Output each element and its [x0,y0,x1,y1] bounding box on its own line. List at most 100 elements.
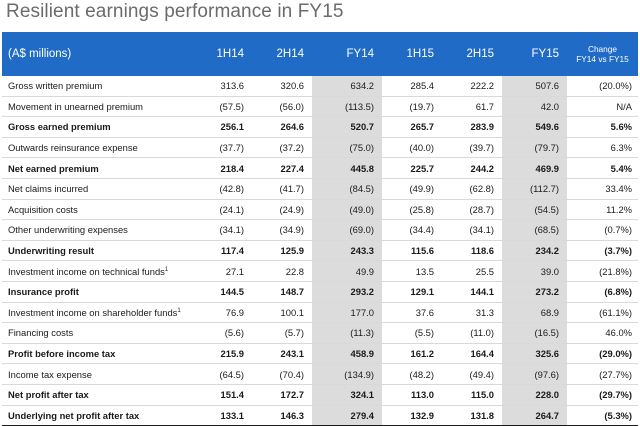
row-label: Profit before income tax [2,342,192,365]
table-row: Net earned premium 218.4 227.4 445.8 225.7 24… [2,157,638,179]
cell-2h14: 264.6 [252,116,312,138]
cell-fy15: 273.2 [502,280,567,303]
cell-fy15: (16.5) [502,322,567,344]
cell-1h15: (25.8) [382,199,442,221]
table-row: Financing costs (5.6) (5.7) (11.3) (5.5) (11.… [2,322,638,344]
cell-2h15: (34.1) [442,219,502,241]
cell-1h15: (49.9) [382,178,442,200]
cell-1h15: 115.6 [382,239,442,262]
table-row: Net profit after tax 151.4 172.7 324.1 113.0… [2,383,638,406]
cell-change: (3.7%) [567,239,638,262]
cell-1h15: 132.9 [382,404,442,426]
cell-2h15: 118.6 [442,239,502,262]
cell-change: (29.7%) [567,383,638,406]
cell-change: 11.2% [567,199,638,221]
row-label-text: Underwriting result [8,245,94,257]
column-header-1h14: 1H14 [192,32,252,76]
cell-2h14: 100.1 [252,302,312,324]
row-label-text: Investment income on technical funds [8,265,165,277]
table-row: Movement in unearned premium (57.5) (56.0)… [2,96,638,118]
cell-1h15: (34.4) [382,219,442,241]
cell-2h14: 243.1 [252,342,312,365]
row-label: Acquisition costs [2,199,192,221]
row-label-text: Net profit after tax [8,389,89,401]
row-label-text: Other underwriting expenses [8,224,128,236]
table-row: Outwards reinsurance expense (37.7) (37.2)… [2,137,638,159]
cell-2h15: 283.9 [442,116,502,138]
cell-fy14: 458.9 [312,342,382,365]
cell-1h14: 256.1 [192,116,252,138]
cell-change: (29.0%) [567,342,638,365]
cell-2h15: 144.1 [442,280,502,303]
cell-2h15: (28.7) [442,199,502,221]
table-row: Income tax expense (64.5) (70.4) (134.9) (48… [2,363,638,385]
cell-1h14: 218.4 [192,157,252,179]
cell-1h14: 313.6 [192,76,252,97]
table-row: Gross earned premium 256.1 264.6 520.7 265.7… [2,116,638,138]
row-label: Gross earned premium [2,116,192,138]
column-header-label: (A$ millions) [2,32,192,76]
cell-2h14: 172.7 [252,383,312,406]
cell-2h14: 320.6 [252,76,312,97]
row-label: Other underwriting expenses [2,219,192,241]
table-row: Other underwriting expenses (34.1) (34.9)(… [2,219,638,241]
cell-2h15: (11.0) [442,322,502,344]
cell-1h14: 117.4 [192,239,252,262]
cell-2h15: 164.4 [442,342,502,365]
cell-1h15: 265.7 [382,116,442,138]
cell-change: 6.3% [567,137,638,159]
row-label: Income tax expense [2,363,192,385]
cell-fy15: 228.0 [502,383,567,406]
row-label-text: Underlying net profit after tax [8,409,140,421]
cell-2h14: (41.7) [252,178,312,200]
row-label: Movement in unearned premium [2,96,192,118]
cell-1h15: 113.0 [382,383,442,406]
cell-change: (0.7%) [567,219,638,241]
row-label-text: Gross earned premium [8,121,111,133]
cell-fy14: (49.0) [312,199,382,221]
row-label: Net claims incurred [2,178,192,200]
table-header-row: (A$ millions) 1H14 2H14 FY14 1H15 2H15 F… [2,32,638,76]
row-label: Net profit after tax [2,383,192,406]
footnote-marker: 1 [177,307,181,314]
cell-fy15: (68.5) [502,219,567,241]
cell-2h14: 125.9 [252,239,312,262]
cell-1h14: (34.1) [192,219,252,241]
cell-fy14: (75.0) [312,137,382,159]
cell-fy14: (113.5) [312,96,382,118]
cell-change: (5.3%) [567,404,638,426]
table-row: Acquisition costs (24.1) (24.9) (49.0) (25.8… [2,199,638,221]
cell-1h14: (57.5) [192,96,252,118]
table-row: Investment income on shareholder funds1 7… [2,302,638,324]
cell-2h14: 22.8 [252,260,312,282]
cell-change: (6.8%) [567,280,638,303]
column-header-1h15: 1H15 [382,32,442,76]
cell-fy15: (112.7) [502,178,567,200]
cell-fy15: 68.9 [502,302,567,324]
cell-fy14: 520.7 [312,116,382,138]
table-row: Insurance profit 144.5 148.7 293.2 129.1 144.… [2,280,638,303]
cell-1h15: (19.7) [382,96,442,118]
cell-fy15: (79.7) [502,137,567,159]
cell-2h15: 222.2 [442,76,502,97]
cell-2h15: 244.2 [442,157,502,179]
cell-2h14: (37.2) [252,137,312,159]
cell-2h15: 25.5 [442,260,502,282]
cell-change: (61.1%) [567,302,638,324]
cell-fy15: 507.6 [502,76,567,97]
cell-2h14: 227.4 [252,157,312,179]
table-row: Underwriting result 117.4 125.9 243.3 115.6 1… [2,239,638,262]
cell-fy14: 445.8 [312,157,382,179]
cell-1h14: 27.1 [192,260,252,282]
cell-fy14: 243.3 [312,239,382,262]
row-label: Investment income on shareholder funds1 [2,302,192,324]
cell-1h14: 215.9 [192,342,252,365]
cell-2h14: 146.3 [252,404,312,426]
cell-1h15: 285.4 [382,76,442,97]
row-label-text: Outwards reinsurance expense [8,142,138,154]
row-label: Investment income on technical funds1 [2,260,192,282]
cell-fy15: 325.6 [502,342,567,365]
row-label-text: Income tax expense [8,368,92,380]
cell-2h14: (34.9) [252,219,312,241]
cell-change: (20.0%) [567,76,638,97]
